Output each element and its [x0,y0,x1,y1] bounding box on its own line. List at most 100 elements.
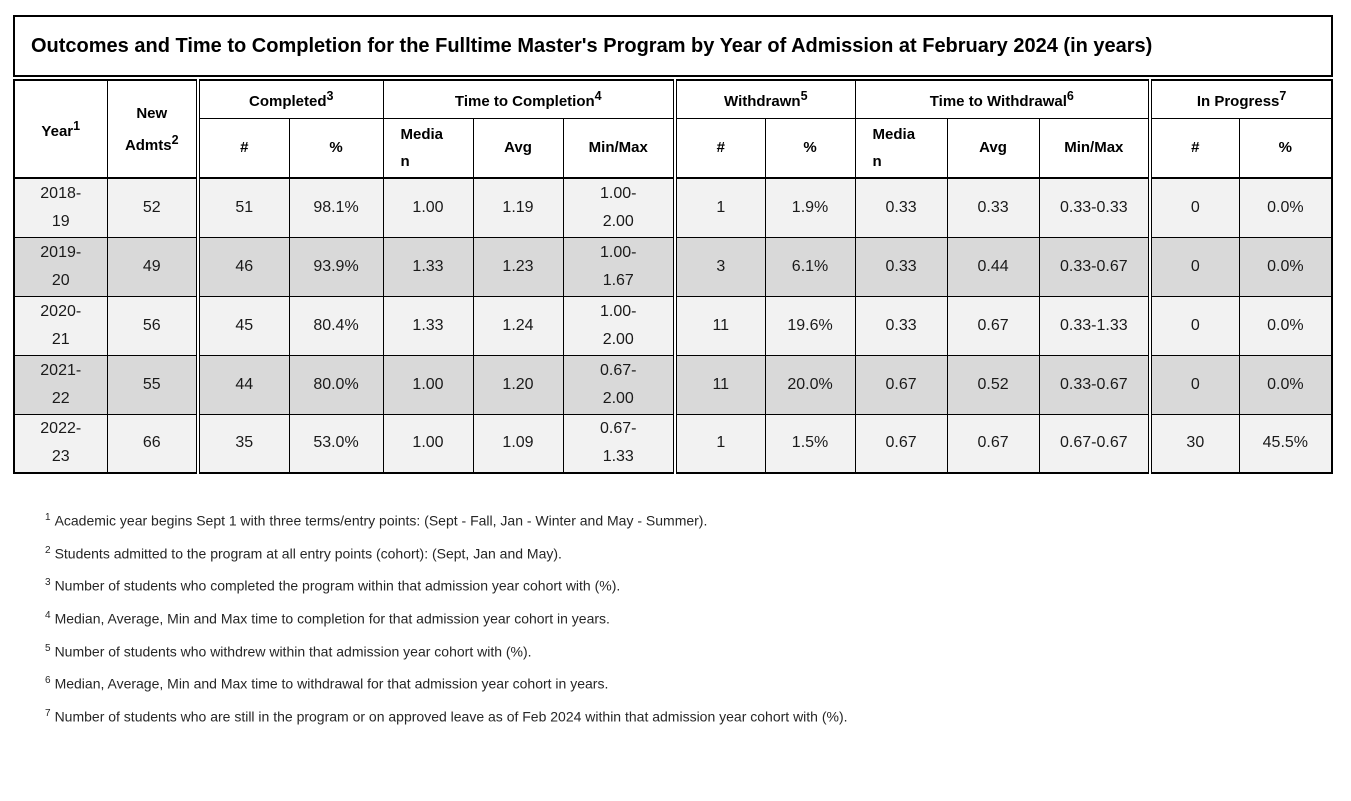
cell-year-label: 2019-20 [40,243,82,289]
footnote-7-marker: 7 [45,707,51,719]
cell-ttw-median: 0.33 [854,236,948,297]
cell-ttw-minmax: 0.33-1.33 [1038,295,1151,356]
cell-new-admts: 66 [106,413,199,474]
footnote-3: 3 Number of students who completed the pr… [45,568,1325,601]
cell-ttc-minmax-label: 0.67-1.33 [600,420,637,466]
col-group-time-to-completion-label: Time to Completion [454,93,595,111]
cell-inprogress-count: 0 [1148,295,1240,356]
col-group-completed: Completed3 [196,79,384,119]
cell-ttc-avg: 1.23 [472,236,564,297]
cell-ttc-minmax: 1.00-2.00 [562,177,676,238]
cell-year-label: 2021-22 [40,361,82,407]
cell-completed-count: 35 [196,413,290,474]
col-header-year: Year1 [13,79,108,179]
col-header-ttc-minmax: Min/Max [562,117,676,179]
cell-ttc-minmax-label: 1.00-2.00 [600,184,637,230]
table-title-box: Outcomes and Time to Completion for the … [13,15,1333,77]
cell-year: 2022-23 [13,413,108,474]
cell-withdrawn-pct: 20.0% [764,354,856,415]
cell-ttc-median: 1.00 [382,413,474,474]
col-header-ttc-avg: Avg [472,117,564,179]
footnote-6-marker: 6 [45,675,51,687]
footnote-2-text: Students admitted to the program at all … [54,545,562,562]
footnote-ref-6: 6 [1066,89,1074,104]
cell-completed-pct: 53.0% [288,413,384,474]
cell-inprogress-count: 0 [1148,177,1240,238]
cell-ttw-median: 0.67 [854,354,948,415]
footnote-ref-4: 4 [594,89,602,104]
cell-inprogress-pct: 0.0% [1238,295,1333,356]
cell-inprogress-count: 0 [1148,236,1240,297]
cell-new-admts: 52 [106,177,199,238]
col-header-ttw-avg: Avg [946,117,1040,179]
footnote-ref-3: 3 [326,89,334,104]
footnote-5: 5 Number of students who withdrew within … [45,634,1325,667]
cell-year: 2018-19 [13,177,108,238]
cell-year: 2020-21 [13,295,108,356]
cell-withdrawn-pct: 1.9% [764,177,856,238]
cell-ttc-minmax: 1.00-2.00 [562,295,676,356]
col-header-ttc-median: Median [382,117,474,179]
cell-ttw-minmax: 0.67-0.67 [1038,413,1151,474]
cell-completed-count: 46 [196,236,290,297]
cell-ttw-median: 0.33 [854,177,948,238]
cell-withdrawn-count: 1 [673,413,766,474]
cell-ttw-avg: 0.67 [946,295,1040,356]
cell-ttc-minmax: 0.67-1.33 [562,413,676,474]
col-group-time-to-withdrawal-label: Time to Withdrawal [929,93,1067,111]
footnote-3-text: Number of students who completed the pro… [54,577,621,594]
table-row-2021-22: 2021-22 55 44 80.0% 1.00 1.20 0.67-2.00 … [13,354,1333,415]
col-group-time-to-completion: Time to Completion4 [382,79,676,119]
outcomes-table: Year1 New Admts2 Completed3 Time to Comp… [13,79,1334,474]
cell-inprogress-pct: 45.5% [1238,413,1333,474]
cell-withdrawn-count: 11 [673,295,766,356]
footnote-2-marker: 2 [45,544,51,556]
cell-ttc-minmax-label: 1.00-1.67 [600,243,637,289]
col-header-new-admts: New Admts2 [106,79,199,179]
footnote-ref-2: 2 [171,132,179,147]
col-header-ttw-median-label: Median [872,125,916,170]
cell-year-label: 2018-19 [40,184,82,230]
cell-ttc-minmax: 1.00-1.67 [562,236,676,297]
cell-inprogress-pct: 0.0% [1238,354,1333,415]
cell-ttw-minmax: 0.33-0.33 [1038,177,1151,238]
footnote-ref-1: 1 [73,119,81,133]
col-header-completed-count: # [196,117,290,179]
table-row-2018-19: 2018-19 52 51 98.1% 1.00 1.19 1.00-2.00 … [13,177,1333,238]
cell-completed-pct: 80.4% [288,295,384,356]
footnote-6: 6 Median, Average, Min and Max time to wi… [45,666,1325,699]
footnote-1: 1 Academic year begins Sept 1 with three … [45,503,1325,536]
col-header-completed-pct: % [288,117,384,179]
cell-ttw-avg: 0.44 [946,236,1040,297]
cell-ttc-median: 1.00 [382,354,474,415]
col-header-new-admts-label: New Admts [124,104,172,154]
cell-ttc-median: 1.33 [382,295,474,356]
cell-year-label: 2022-23 [40,420,82,466]
cell-withdrawn-count: 11 [673,354,766,415]
cell-new-admts: 55 [106,354,199,415]
col-group-in-progress: In Progress7 [1148,79,1333,119]
cell-completed-count: 44 [196,354,290,415]
cell-ttc-avg: 1.19 [472,177,564,238]
cell-year-label: 2020-21 [40,302,82,348]
cell-inprogress-pct: 0.0% [1238,236,1333,297]
cell-withdrawn-count: 3 [673,236,766,297]
col-group-in-progress-label: In Progress [1196,93,1280,111]
col-header-inprogress-pct: % [1238,117,1333,179]
cell-ttw-avg: 0.67 [946,413,1040,474]
col-header-withdrawn-count: # [673,117,766,179]
cell-ttc-minmax: 0.67-2.00 [562,354,676,415]
footnote-4-marker: 4 [45,609,51,621]
cell-inprogress-count: 0 [1148,354,1240,415]
cell-ttc-avg: 1.24 [472,295,564,356]
col-header-withdrawn-pct: % [764,117,856,179]
table-title: Outcomes and Time to Completion for the … [31,34,1153,57]
cell-ttc-avg: 1.20 [472,354,564,415]
cell-ttw-minmax: 0.33-0.67 [1038,236,1151,297]
cell-ttw-median: 0.33 [854,295,948,356]
cell-ttc-avg: 1.09 [472,413,564,474]
cell-completed-pct: 93.9% [288,236,384,297]
cell-withdrawn-count: 1 [673,177,766,238]
col-group-withdrawn-label: Withdrawn [724,93,801,111]
